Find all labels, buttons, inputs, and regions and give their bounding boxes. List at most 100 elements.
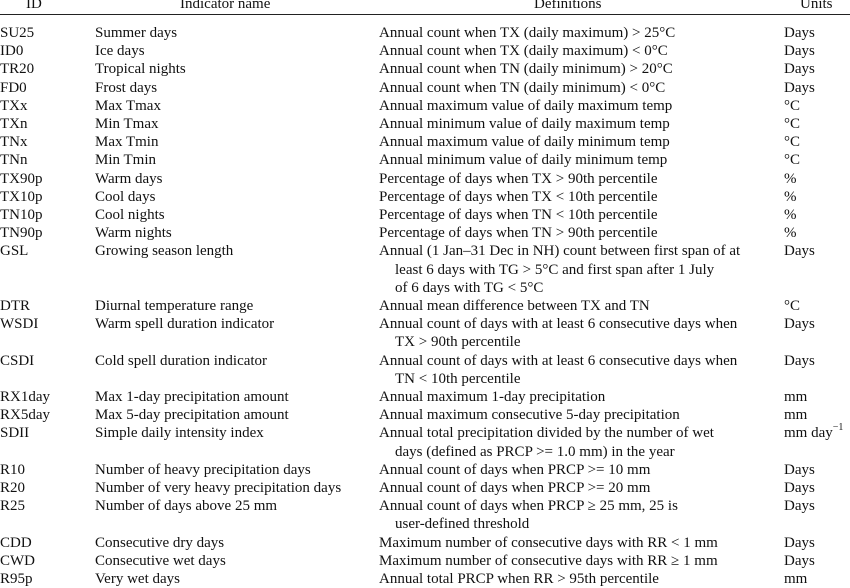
cell-indicator-name: Consecutive dry days	[95, 534, 225, 551]
definition-line: Annual count of days when PRCP >= 20 mm	[379, 480, 651, 496]
definition-line: TX > 90th percentile	[395, 334, 521, 351]
cell-indicator-name: Min Tmin	[95, 152, 156, 169]
cell-definition: Annual maximum 1-day precipitation	[379, 388, 779, 406]
cell-units: mm	[784, 388, 807, 406]
cell-indicator-name: Ice days	[95, 43, 145, 60]
cell-units: Days	[784, 315, 815, 333]
cell-definition: Percentage of days when TX > 90th percen…	[379, 170, 779, 188]
cell-indicator-name: Max Tmin	[95, 134, 159, 151]
cell-definition: Annual count of days when PRCP >= 20 mm	[379, 479, 779, 497]
cell-units: Days	[784, 552, 815, 570]
cell-indicator-name: Number of days above 25 mm	[95, 498, 278, 515]
cell-definition: Annual count when TX (daily maximum) < 0…	[379, 42, 779, 60]
units-text: Days	[784, 461, 815, 478]
cell-units: %	[784, 170, 797, 188]
header-rule	[0, 14, 850, 15]
definition-line: Annual count of days when PRCP ≥ 25 mm, …	[379, 498, 678, 515]
cell-indicator-name: Cool nights	[95, 207, 165, 223]
cell-id: RX1day	[0, 389, 50, 405]
cell-units: Days	[784, 461, 815, 479]
cell-definition: Annual (1 Jan–31 Dec in NH) count betwee…	[379, 242, 779, 297]
definition-line: days (defined as PRCP >= 1.0 mm) in the …	[395, 443, 675, 460]
units-text: °C	[784, 298, 801, 314]
cell-id: R20	[0, 480, 26, 496]
cell-units: Days	[784, 60, 815, 78]
cell-definition: Annual maximum consecutive 5-day precipi…	[379, 406, 779, 424]
definition-line: of 6 days with TG < 5°C	[395, 279, 544, 296]
units-text: %	[784, 207, 797, 223]
cell-definition: Annual count of days when PRCP >= 10 mm	[379, 461, 779, 479]
units-text: Days	[784, 316, 815, 333]
definition-line: Annual count of days with at least 6 con…	[379, 352, 738, 369]
cell-id: TX90p	[0, 170, 43, 187]
definition-line: Annual count when TX (daily maximum) < 0…	[379, 43, 668, 60]
cell-id: R25	[0, 498, 26, 515]
cell-units: %	[784, 224, 797, 242]
cell-definition: Percentage of days when TN < 10th percen…	[379, 206, 779, 224]
definition-line: Maximum number of consecutive days with …	[379, 552, 718, 569]
cell-id: TNn	[0, 152, 28, 169]
cell-indicator-name: Frost days	[95, 79, 158, 96]
definition-line: Annual total precipitation divided by th…	[379, 425, 714, 442]
cell-definition: Maximum number of consecutive days with …	[379, 534, 779, 552]
units-text: mm	[784, 571, 808, 587]
units-superscript: −1	[832, 422, 844, 434]
cell-definition: Percentage of days when TX < 10th percen…	[379, 188, 779, 206]
units-text: °C	[784, 97, 801, 114]
cell-indicator-name: Warm spell duration indicator	[95, 316, 275, 333]
cell-definition: Maximum number of consecutive days with …	[379, 552, 779, 570]
cell-id: TR20	[0, 61, 35, 78]
cell-units: Days	[784, 242, 815, 260]
cell-definition: Annual total precipitation divided by th…	[379, 424, 779, 460]
definition-line: Annual mean difference between TX and TN	[379, 298, 650, 314]
definition-line: Annual maximum consecutive 5-day precipi…	[379, 407, 680, 424]
definition-line: Annual maximum value of daily maximum te…	[379, 97, 673, 114]
units-text: mm	[784, 389, 808, 405]
cell-indicator-name: Growing season length	[95, 243, 234, 260]
cell-id: DTR	[0, 298, 30, 314]
definition-line: least 6 days with TG > 5°C and first spa…	[395, 261, 715, 278]
cell-id: TXx	[0, 97, 28, 114]
cell-id: TX10p	[0, 188, 43, 205]
cell-units: °C	[784, 97, 800, 115]
cell-definition: Annual minimum value of daily minimum te…	[379, 151, 779, 169]
cell-id: FD0	[0, 79, 27, 96]
units-text: mm	[784, 407, 808, 424]
cell-units: Days	[784, 42, 815, 60]
cell-indicator-name: Cool days	[95, 188, 156, 205]
cell-units: Days	[784, 479, 815, 497]
cell-id: ID0	[0, 43, 24, 60]
definition-line: TN < 10th percentile	[395, 370, 521, 387]
cell-id: GSL	[0, 243, 29, 260]
header-units: Units	[800, 0, 833, 12]
definition-line: Percentage of days when TX < 10th percen…	[379, 188, 658, 205]
cell-units: Days	[784, 79, 815, 97]
cell-definition: Annual count when TN (daily minimum) > 2…	[379, 60, 779, 78]
cell-indicator-name: Consecutive wet days	[95, 552, 226, 569]
cell-units: °C	[784, 151, 800, 169]
definition-line: Percentage of days when TN < 10th percen…	[379, 207, 658, 223]
units-text: °C	[784, 134, 801, 151]
definition-line: Percentage of days when TN > 90th percen…	[379, 225, 658, 242]
cell-units: °C	[784, 133, 800, 151]
cell-definition: Annual minimum value of daily maximum te…	[379, 115, 779, 133]
cell-id: TN90p	[0, 225, 43, 242]
units-text: Days	[784, 352, 815, 369]
cell-units: °C	[784, 115, 800, 133]
units-text: mm day	[784, 425, 833, 442]
definition-line: Annual total PRCP when RR > 95th percent…	[379, 571, 659, 587]
definition-line: Maximum number of consecutive days with …	[379, 534, 718, 551]
cell-id: R95p	[0, 571, 33, 587]
units-text: Days	[784, 79, 815, 96]
cell-id: CSDI	[0, 352, 35, 369]
cell-units: Days	[784, 24, 815, 42]
cell-units: Days	[784, 352, 815, 370]
units-text: Days	[784, 243, 815, 260]
cell-definition: Annual count of days with at least 6 con…	[379, 352, 779, 388]
units-text: Days	[784, 61, 815, 78]
definition-line: Annual count when TN (daily minimum) > 2…	[379, 61, 673, 78]
cell-units: %	[784, 188, 797, 206]
cell-units: Days	[784, 497, 815, 515]
units-text: Days	[784, 25, 815, 41]
